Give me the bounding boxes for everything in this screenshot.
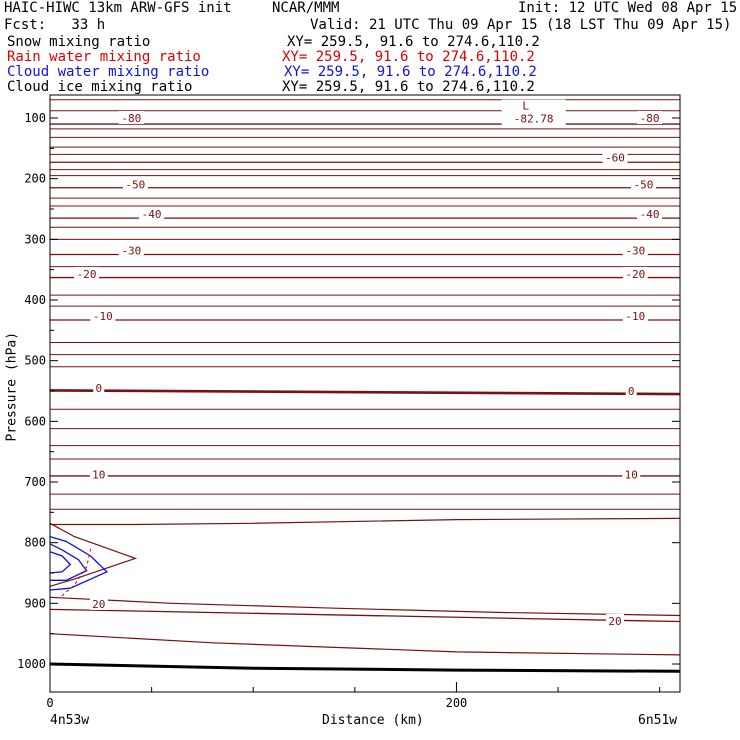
contour-label-10: -20 bbox=[625, 268, 645, 281]
y-tick-label-400: 400 bbox=[24, 293, 46, 307]
contour-label-4: -50 bbox=[633, 179, 653, 192]
field-xy-snow: XY= 259.5, 91.6 to 274.6,110.2 bbox=[287, 34, 540, 50]
contour-label-bg-12 bbox=[622, 308, 648, 322]
y-tick-label-1000: 1000 bbox=[17, 657, 46, 671]
y-tick-label-800: 800 bbox=[24, 536, 46, 550]
theta-contour-1 bbox=[49, 596, 681, 617]
contour-label-bg-11 bbox=[90, 308, 116, 322]
contour-label-bg-1 bbox=[637, 111, 663, 124]
contour-label-12: -10 bbox=[625, 310, 645, 323]
isotherm-0 bbox=[49, 389, 681, 396]
contour-label-18: 20 bbox=[608, 615, 621, 628]
microphysics-layer bbox=[49, 522, 138, 598]
contour-label-9: -20 bbox=[77, 268, 97, 281]
ground-layer bbox=[49, 662, 681, 673]
contour-label-bg-18 bbox=[605, 613, 624, 627]
contour-label-16: 10 bbox=[625, 469, 638, 482]
isotherm-layer bbox=[49, 123, 681, 623]
contour-label-14: 0 bbox=[628, 385, 635, 398]
contour-label-bg-14 bbox=[625, 384, 637, 397]
init-time: Init: 12 UTC Wed 08 Apr 15 bbox=[518, 0, 738, 16]
contour-label-11: -10 bbox=[93, 310, 113, 323]
contour-label-bg-3 bbox=[122, 177, 148, 191]
cloud-water-contour-0 bbox=[49, 535, 109, 591]
contour-label-8: -30 bbox=[625, 244, 645, 257]
contour-label-bg-0 bbox=[118, 111, 144, 124]
contour-label-bg-10 bbox=[622, 266, 648, 280]
theta-layer bbox=[49, 99, 681, 656]
contour-label-6: -40 bbox=[640, 208, 660, 221]
center-label: NCAR/MMM bbox=[272, 0, 340, 16]
contour-label-bg-5 bbox=[139, 206, 165, 220]
y-tick-label-900: 900 bbox=[24, 596, 46, 610]
contour-label-bg-2 bbox=[602, 150, 628, 164]
field-xy-cloud-ice: XY= 259.5, 91.6 to 274.6,110.2 bbox=[282, 79, 535, 95]
ice-contour bbox=[49, 522, 138, 587]
field-xy-rain: XY= 259.5, 91.6 to 274.6,110.2 bbox=[282, 49, 535, 65]
cloud-water-contour-1 bbox=[49, 543, 88, 581]
contour-label-15: 10 bbox=[92, 469, 105, 482]
low-marker-bg bbox=[501, 99, 566, 126]
y-tick-label-600: 600 bbox=[24, 414, 46, 428]
contour-label-bg-17 bbox=[89, 596, 108, 610]
contour-label-1: -80 bbox=[640, 112, 660, 125]
contour-label-2: -60 bbox=[605, 151, 625, 164]
contour-label-bg-8 bbox=[622, 243, 648, 257]
contour-label-bg-9 bbox=[74, 266, 100, 280]
contour-label-5: -40 bbox=[142, 208, 162, 221]
model-title: HAIC-HIWC 13km ARW-GFS init bbox=[4, 0, 232, 16]
forecast-hour: Fcst: 33 h bbox=[4, 17, 106, 33]
rain-water-contour bbox=[59, 548, 92, 598]
contour-label-bg-15 bbox=[89, 467, 108, 481]
contour-label-0: -80 bbox=[121, 112, 141, 125]
theta-contour-0 bbox=[50, 517, 681, 526]
contour-label-bg-6 bbox=[637, 206, 663, 220]
y-tick-label-100: 100 bbox=[24, 111, 46, 125]
x-right-end-label: 6n51w bbox=[638, 713, 678, 728]
low-marker-symbol: L bbox=[522, 100, 529, 113]
isotherm-20 bbox=[49, 608, 681, 623]
contour-label-layer: -80 -80 -60 -50 -50 -40 -40 -30 -30 -20 -20 -10 -10 0… bbox=[74, 99, 663, 628]
x-axis-title: Distance (km) bbox=[322, 713, 424, 728]
plot-frame bbox=[49, 94, 681, 693]
field-name-cloud-water: Cloud water mixing ratio bbox=[7, 64, 210, 80]
contour-label-bg-7 bbox=[118, 243, 144, 257]
contour-label-bg-16 bbox=[622, 467, 641, 481]
y-tick-label-500: 500 bbox=[24, 354, 46, 368]
ground-line bbox=[49, 662, 681, 673]
field-name-rain: Rain water mixing ratio bbox=[7, 49, 201, 65]
y-tick-label-200: 200 bbox=[24, 172, 46, 186]
contour-label-3: -50 bbox=[125, 179, 145, 192]
y-tick-label-300: 300 bbox=[24, 232, 46, 246]
x-tick-label-200: 200 bbox=[446, 696, 468, 710]
theta-contour-2 bbox=[49, 633, 681, 656]
contour-label-13: 0 bbox=[95, 382, 102, 395]
contour-label-17: 20 bbox=[92, 598, 105, 611]
x-left-end-label: 4n53w bbox=[50, 713, 90, 728]
contour-label-7: -30 bbox=[121, 244, 141, 257]
cloud-water-contour-2 bbox=[49, 551, 72, 574]
low-marker-value: -82.78 bbox=[514, 113, 554, 126]
y-tick-label-700: 700 bbox=[24, 475, 46, 489]
field-name-snow: Snow mixing ratio bbox=[7, 34, 151, 50]
valid-time: Valid: 21 UTC Thu 09 Apr 15 (18 LST Thu … bbox=[310, 17, 732, 33]
contour-label-bg-13 bbox=[93, 380, 105, 394]
contour-label-bg-4 bbox=[630, 177, 656, 191]
field-xy-cloud-water: XY= 259.5, 91.6 to 274.6,110.2 bbox=[284, 64, 537, 80]
field-name-cloud-ice: Cloud ice mixing ratio bbox=[7, 79, 193, 95]
y-axis-title: Pressure (hPa) bbox=[4, 331, 20, 442]
x-tick-label-0: 0 bbox=[46, 696, 53, 710]
